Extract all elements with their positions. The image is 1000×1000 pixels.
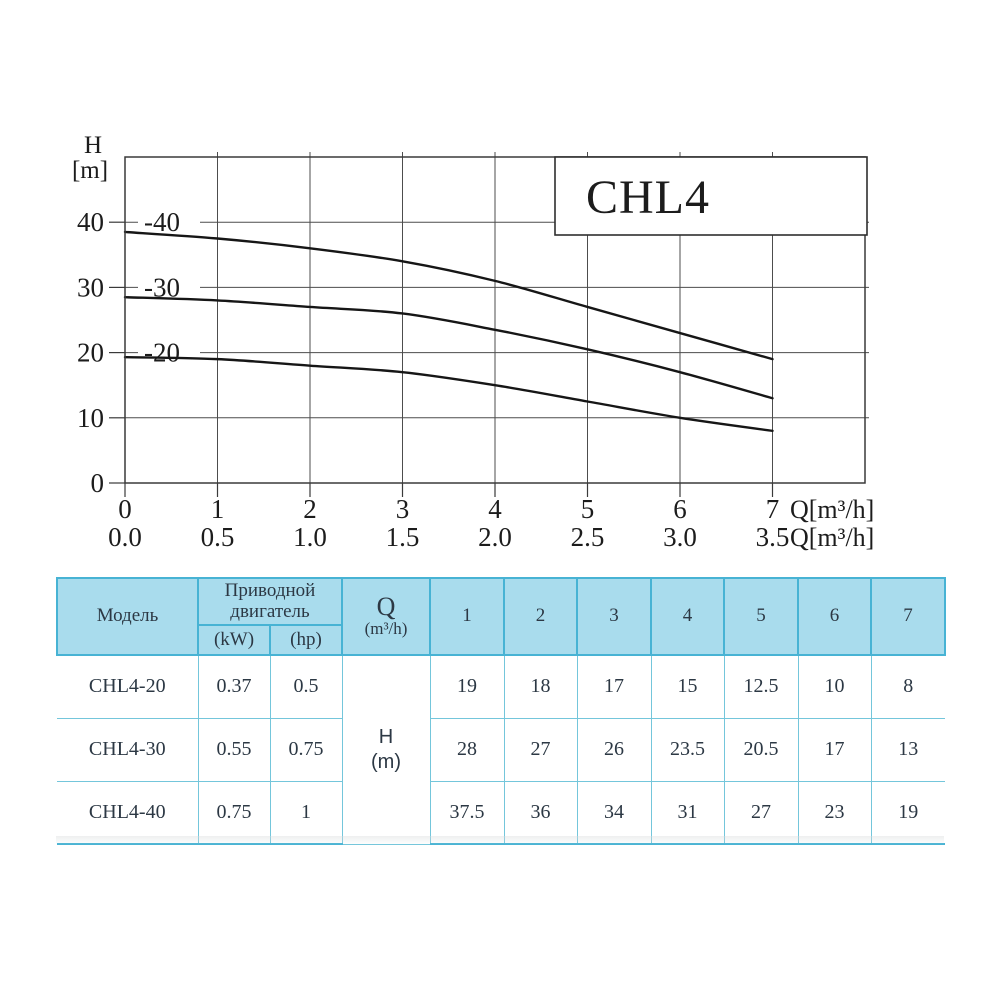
curve-label-bg — [138, 206, 200, 238]
header-flow-symbol: Q — [376, 592, 396, 622]
head-unit: (m) — [371, 750, 401, 773]
header-hp: (hp) — [268, 624, 344, 657]
table-row: CHL4-20 0.37 0.5 H (m) 19 18 17 15 12.5 … — [57, 654, 946, 845]
cell-h: 23.5 — [650, 717, 725, 782]
curve-label-bg — [138, 336, 200, 368]
x-tick-label-row2: 1.5 — [386, 522, 420, 552]
cell-hp: 0.5 — [269, 654, 343, 719]
cell-h: 28 — [429, 717, 505, 782]
y-axis-unit: [m] — [72, 157, 108, 184]
cell-h: 12.5 — [723, 654, 799, 719]
cell-h: 18 — [503, 654, 578, 719]
x-tick-label-row1: 3 — [396, 494, 410, 524]
tick-labels-layer: 0 10 20 30 40 0 1 2 3 4 5 6 7 0.0 0.5 1.0 1.5 2.0 2.5 3.0 3.… — [77, 207, 789, 552]
y-tick-label: 10 — [77, 403, 104, 433]
spec-table-wrap: Модель Приводной двигатель Q (m³/h) 1 2 … — [56, 576, 947, 846]
cell-h: 23 — [797, 780, 872, 846]
chart-title: CHL4 — [586, 171, 710, 224]
x-tick-label-row2: 3.5 — [756, 522, 790, 552]
curve-label: -20 — [144, 338, 180, 368]
head-symbol: H — [378, 725, 394, 748]
y-tick-label: 0 — [91, 468, 105, 498]
cell-h: 31 — [650, 780, 725, 846]
header-flow-unit: (m³/h) — [364, 619, 408, 639]
x-axis-unit-row2: Q[m³/h] — [790, 523, 874, 552]
cell-kw: 0.37 — [197, 654, 271, 719]
header-kw: (kW) — [197, 624, 271, 657]
x-tick-label-row1: 7 — [766, 494, 780, 524]
header-model: Модель — [56, 576, 199, 657]
x-tick-label-row2: 0.0 — [108, 522, 142, 552]
cell-hp: 1 — [269, 780, 343, 846]
cell-h: 15 — [650, 654, 725, 719]
x-tick-label-row2: 0.5 — [201, 522, 235, 552]
x-tick-label-row2: 2.5 — [571, 522, 605, 552]
cell-h: 36 — [503, 780, 578, 846]
cell-h: 34 — [576, 780, 652, 846]
pump-curves-chart: -40-30-20 0 10 20 30 40 0 1 2 3 4 5 6 7 0.0 0.5 1.0 1.5 2… — [72, 132, 874, 552]
cell-h: 8 — [870, 654, 946, 719]
cell-model: CHL4-40 — [57, 780, 199, 846]
header-flow: Q (m³/h) — [341, 576, 432, 657]
cell-kw: 0.75 — [197, 780, 271, 846]
header-motor: Приводной двигатель — [196, 576, 344, 627]
x-tick-label-row1: 6 — [673, 494, 687, 524]
spec-table: Модель Приводной двигатель Q (m³/h) 1 2 … — [56, 576, 947, 846]
cell-h: 27 — [503, 717, 578, 782]
y-tick-label: 20 — [77, 338, 104, 368]
cell-head-unit: H (m) — [341, 654, 431, 845]
cell-h: 10 — [797, 654, 872, 719]
cell-h: 17 — [576, 654, 652, 719]
header-q2: 2 — [503, 576, 579, 657]
table-row: CHL4-40 0.75 1 37.5 36 34 31 27 23 19 — [57, 780, 946, 846]
x-tick-label-row1: 1 — [211, 494, 225, 524]
cell-h: 20.5 — [723, 717, 799, 782]
chart-title-box — [554, 156, 868, 236]
header-q5: 5 — [723, 576, 800, 657]
y-tick-label: 40 — [77, 207, 104, 237]
x-tick-label-row1: 5 — [581, 494, 595, 524]
cell-h: 27 — [723, 780, 799, 846]
header-q6: 6 — [797, 576, 873, 657]
cell-h: 37.5 — [429, 780, 505, 846]
pump-curve-30 — [123, 295, 774, 400]
x-tick-label-row1: 4 — [488, 494, 502, 524]
header-q4: 4 — [650, 576, 726, 657]
table-row: CHL4-30 0.55 0.75 28 27 26 23.5 20.5 17 … — [57, 717, 946, 782]
cell-h: 17 — [797, 717, 872, 782]
header-q7: 7 — [870, 576, 947, 657]
y-tick-label: 30 — [77, 272, 104, 302]
cell-model: CHL4-30 — [57, 717, 199, 782]
curve-labels-layer: -40-30-20 — [138, 206, 200, 368]
x-tick-label-row1: 2 — [303, 494, 317, 524]
x-tick-label-row2: 2.0 — [478, 522, 512, 552]
y-axis-title: H — [84, 132, 102, 159]
x-tick-label-row2: 3.0 — [663, 522, 697, 552]
cell-kw: 0.55 — [197, 717, 271, 782]
pump-curve-40 — [123, 230, 774, 361]
x-tick-label-row1: 0 — [118, 494, 132, 524]
cell-h: 26 — [576, 717, 652, 782]
cell-h: 19 — [429, 654, 505, 719]
x-tick-label-row2: 1.0 — [293, 522, 327, 552]
cell-h: 19 — [870, 780, 946, 846]
x-axis-unit-row1: Q[m³/h] — [790, 495, 874, 524]
header-q3: 3 — [576, 576, 653, 657]
cell-hp: 0.75 — [269, 717, 343, 782]
cell-model: CHL4-20 — [57, 654, 199, 719]
cell-h: 13 — [870, 717, 946, 782]
pump-curve-20 — [123, 355, 774, 433]
header-q1: 1 — [429, 576, 506, 657]
curves-layer — [123, 230, 774, 433]
plot-frame — [124, 156, 866, 484]
curve-label: -40 — [144, 207, 180, 237]
